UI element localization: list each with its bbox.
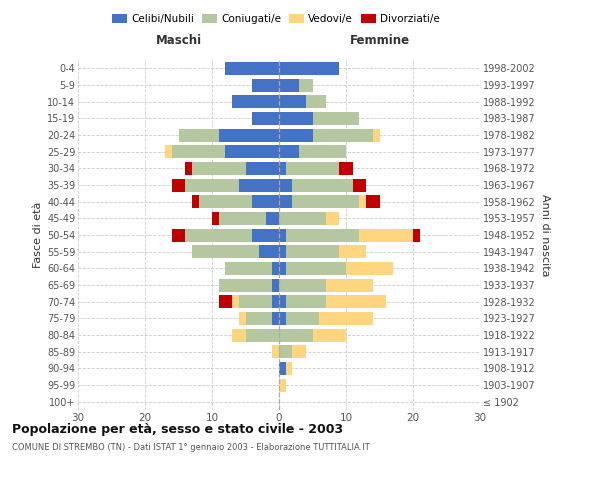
Bar [279, 295, 286, 308]
Bar [218, 128, 279, 141]
Bar [266, 212, 279, 225]
Bar [279, 162, 286, 175]
Bar [292, 178, 353, 192]
Bar [286, 295, 326, 308]
Bar [219, 212, 266, 225]
Bar [226, 145, 279, 158]
Bar [232, 295, 239, 308]
Bar [245, 162, 279, 175]
Bar [192, 195, 199, 208]
Bar [219, 278, 272, 291]
Bar [279, 212, 326, 225]
Bar [313, 128, 373, 141]
Bar [185, 228, 252, 241]
Bar [279, 145, 299, 158]
Bar [279, 195, 292, 208]
Bar [292, 345, 306, 358]
Bar [252, 112, 279, 125]
Bar [340, 162, 353, 175]
Bar [239, 312, 245, 325]
Bar [185, 162, 192, 175]
Bar [279, 95, 306, 108]
Bar [212, 212, 218, 225]
Text: Maschi: Maschi [155, 34, 202, 46]
Bar [279, 228, 286, 241]
Bar [286, 162, 340, 175]
Bar [252, 228, 279, 241]
Bar [192, 162, 245, 175]
Bar [279, 62, 340, 75]
Bar [313, 328, 346, 342]
Bar [279, 312, 286, 325]
Bar [346, 262, 393, 275]
Bar [366, 195, 380, 208]
Bar [252, 78, 279, 92]
Bar [279, 378, 286, 392]
Bar [373, 128, 380, 141]
Bar [259, 245, 279, 258]
Bar [286, 362, 292, 375]
Bar [292, 195, 359, 208]
Bar [326, 278, 373, 291]
Bar [218, 295, 232, 308]
Bar [279, 345, 292, 358]
Text: Femmine: Femmine [349, 34, 410, 46]
Bar [226, 262, 272, 275]
Y-axis label: Anni di nascita: Anni di nascita [539, 194, 550, 276]
Bar [340, 245, 366, 258]
Bar [279, 128, 313, 141]
Text: COMUNE DI STREMBO (TN) - Dati ISTAT 1° gennaio 2003 - Elaborazione TUTTITALIA.IT: COMUNE DI STREMBO (TN) - Dati ISTAT 1° g… [12, 442, 370, 452]
Bar [286, 245, 340, 258]
Bar [299, 78, 313, 92]
Bar [279, 278, 326, 291]
Bar [172, 178, 185, 192]
Bar [279, 78, 299, 92]
Bar [299, 145, 346, 158]
Bar [192, 245, 259, 258]
Bar [359, 228, 413, 241]
Bar [279, 362, 286, 375]
Bar [279, 178, 292, 192]
Bar [359, 195, 366, 208]
Bar [279, 112, 313, 125]
Bar [179, 128, 218, 141]
Text: Popolazione per età, sesso e stato civile - 2003: Popolazione per età, sesso e stato civil… [12, 422, 343, 436]
Bar [326, 212, 340, 225]
Bar [252, 195, 279, 208]
Bar [172, 228, 185, 241]
Bar [185, 178, 239, 192]
Bar [313, 112, 359, 125]
Bar [326, 295, 386, 308]
Bar [272, 295, 279, 308]
Bar [272, 345, 279, 358]
Y-axis label: Fasce di età: Fasce di età [32, 202, 43, 268]
Bar [353, 178, 366, 192]
Bar [272, 278, 279, 291]
Bar [306, 95, 326, 108]
Bar [232, 95, 279, 108]
Bar [239, 178, 279, 192]
Bar [172, 145, 226, 158]
Bar [413, 228, 420, 241]
Bar [286, 228, 359, 241]
Bar [232, 328, 245, 342]
Bar [165, 145, 172, 158]
Bar [319, 312, 373, 325]
Bar [279, 245, 286, 258]
Legend: Celibi/Nubili, Coniugati/e, Vedovi/e, Divorziati/e: Celibi/Nubili, Coniugati/e, Vedovi/e, Di… [108, 10, 444, 29]
Bar [286, 312, 319, 325]
Bar [272, 312, 279, 325]
Bar [279, 262, 286, 275]
Bar [245, 328, 279, 342]
Bar [279, 328, 313, 342]
Bar [286, 262, 346, 275]
Bar [199, 195, 252, 208]
Bar [226, 62, 279, 75]
Bar [272, 262, 279, 275]
Bar [245, 312, 272, 325]
Bar [239, 295, 272, 308]
